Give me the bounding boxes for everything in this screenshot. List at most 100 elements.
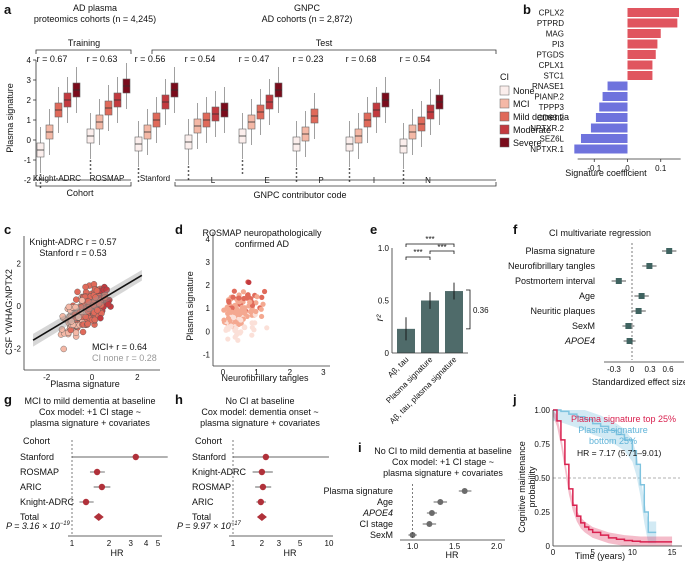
panel-c-xtick-label: 2 [135, 373, 140, 382]
panel-b-category-label: SEZ6L [540, 135, 565, 144]
panel-a-outlier [39, 182, 42, 184]
panel-a-legend-label: Severe [513, 138, 542, 148]
panel-d-title1: ROSMAP neuropathologically [203, 228, 322, 238]
panel-c-annot2: Stanford r = 0.53 [39, 248, 106, 258]
panel-d-chart: 0 1 2 3 -1 0 1 2 3 4 [203, 232, 330, 377]
panel-f-marker [615, 278, 622, 284]
panel-a-outlier [187, 178, 190, 180]
panel-j-ylabel-line1: Cognitive maintenance [517, 441, 527, 533]
panel-a-legend-swatch [499, 85, 510, 96]
panel-g-row-label: Knight-ADRC [20, 497, 75, 507]
panel-h-row-label: ROSMAP [192, 482, 231, 492]
panel-e-sig-label: *** [425, 235, 434, 244]
panel-g-p-text: P = 3.16 × 10 [6, 521, 60, 531]
panel-e-delta-bracket [466, 289, 471, 330]
panel-c-xtick-label: 0 [90, 373, 95, 382]
panel-a-outlier [187, 166, 190, 168]
panel-j-top-curve [553, 409, 673, 543]
panel-d-point [236, 295, 242, 301]
panel-b-category-label: CD93.2 [537, 114, 565, 123]
panel-b-bar [627, 39, 658, 49]
panel-a-cohort-label: N [425, 176, 431, 185]
panel-f-row-label: Plasma signature [525, 246, 595, 256]
panel-i-xlabel: HR [446, 550, 459, 560]
panel-d-point [232, 319, 238, 325]
panel-a-cohort-label: Knight-ADRC [33, 174, 81, 183]
panel-a-outlier [295, 176, 298, 178]
panel-d-point [258, 306, 264, 312]
panel-d-point [236, 311, 243, 318]
panel-c-point [90, 281, 98, 288]
panel-g-marker [98, 483, 106, 491]
panel-f-xlabel: Standardized effect size [592, 377, 685, 387]
panel-j-legend-bottom1: Plasma signature [578, 425, 648, 435]
panel-c-point [92, 294, 99, 301]
panel-h-title2: Cox model: dementia onset ~ [201, 407, 318, 417]
panel-b-category-label: PI3 [552, 40, 565, 49]
panel-e-bar [421, 300, 439, 353]
panel-b-bar [595, 113, 628, 122]
panel-d-ytick-label: 0 [206, 327, 211, 336]
panel-d-xtick-label: 2 [288, 368, 293, 377]
panel-a-cohort-label: E [264, 176, 269, 185]
panel-j-ytick-label: 0 [546, 542, 551, 551]
panel-d-point [241, 306, 247, 313]
panel-h-xtick-label: 1 [231, 539, 236, 548]
panel-b-category-label: CPLX2 [539, 9, 565, 18]
panel-e-ytick-label: 0.5 [378, 297, 390, 306]
panel-j-chart: 0 5 10 15 0 0.25 0.50 0.75 1.00 [534, 406, 682, 557]
panel-g-xtick-label: 5 [156, 539, 161, 548]
panel-d-point [241, 324, 247, 331]
panel-letter-j: j [512, 392, 517, 407]
panel-a-legend-label: None [513, 86, 535, 96]
panel-a-outlier [241, 168, 244, 170]
panel-i-xtick-label: 1.0 [407, 542, 419, 551]
panel-a-outlier [39, 178, 42, 180]
panel-h-title3: plasma signature + covariates [200, 418, 320, 428]
panel-letter-b: b [523, 2, 531, 17]
panel-d-point [254, 294, 260, 300]
panel-h-row-label: ARIC [192, 497, 214, 507]
panel-c-xlabel: Plasma signature [50, 379, 120, 389]
panel-b-category-label: NPTXR.1 [530, 145, 564, 154]
panel-d-title2: confirmed AD [235, 239, 290, 249]
panel-i-marker [437, 499, 444, 505]
panel-d-point [228, 323, 234, 329]
panel-d-point [249, 332, 255, 338]
panel-h-xtick-label: 10 [325, 539, 334, 548]
panel-b-bar [607, 81, 628, 91]
panel-b-category-label: RNASE1 [532, 82, 565, 91]
panel-c-ytick-label: 0 [17, 302, 22, 311]
panel-b-category-label: MAG [546, 30, 564, 39]
panel-d-point [249, 320, 255, 326]
panel-h-marker [258, 468, 266, 476]
panel-c-ylabel: CSF YWHAG:NPTX2 [4, 269, 14, 355]
panel-b-xlabel: Signature coefficient [565, 168, 647, 178]
panel-d-xtick-label: 1 [254, 368, 259, 377]
panel-d-xtick-label: 0 [221, 368, 226, 377]
panel-c-point [75, 314, 82, 321]
panel-e-sig-bracket [405, 256, 431, 260]
panel-b-category-label: PIANP.2 [534, 93, 564, 102]
panel-i-title2: Cox model: +1 CI stage ~ [392, 457, 494, 467]
panel-i-row-label: SexM [370, 530, 393, 540]
panel-c-annot1: Knight-ADRC r = 0.57 [29, 237, 116, 247]
panel-j-ylabel-line2: probability [527, 466, 537, 508]
panel-b-bar [627, 71, 653, 80]
panel-a-legend-swatch [499, 124, 510, 135]
panel-j-ytick-label: 0.75 [534, 440, 550, 449]
panel-j-legend-top: Plasma signature top 25% [571, 414, 676, 424]
panel-c-point [74, 288, 81, 296]
panel-g-chart: Stanford ROSMAP ARIC Knight-ADRC Total 1 2 3 4 5 [20, 440, 168, 548]
panel-c-point [68, 318, 75, 325]
panel-d-point [261, 288, 268, 295]
panel-d-point [221, 317, 227, 323]
panel-a-group1-subtitle: proteomics cohorts (n = 4,245) [34, 14, 156, 24]
panel-d-xtick-label: 3 [321, 368, 326, 377]
panel-h-xlabel: HR [284, 548, 297, 558]
panel-j-bottom-curve [553, 409, 657, 534]
panel-letters: a b c d e f g h i j [4, 2, 531, 455]
panel-a-ytick-label: -2 [24, 176, 32, 185]
panel-j-bottom-band [553, 410, 657, 544]
